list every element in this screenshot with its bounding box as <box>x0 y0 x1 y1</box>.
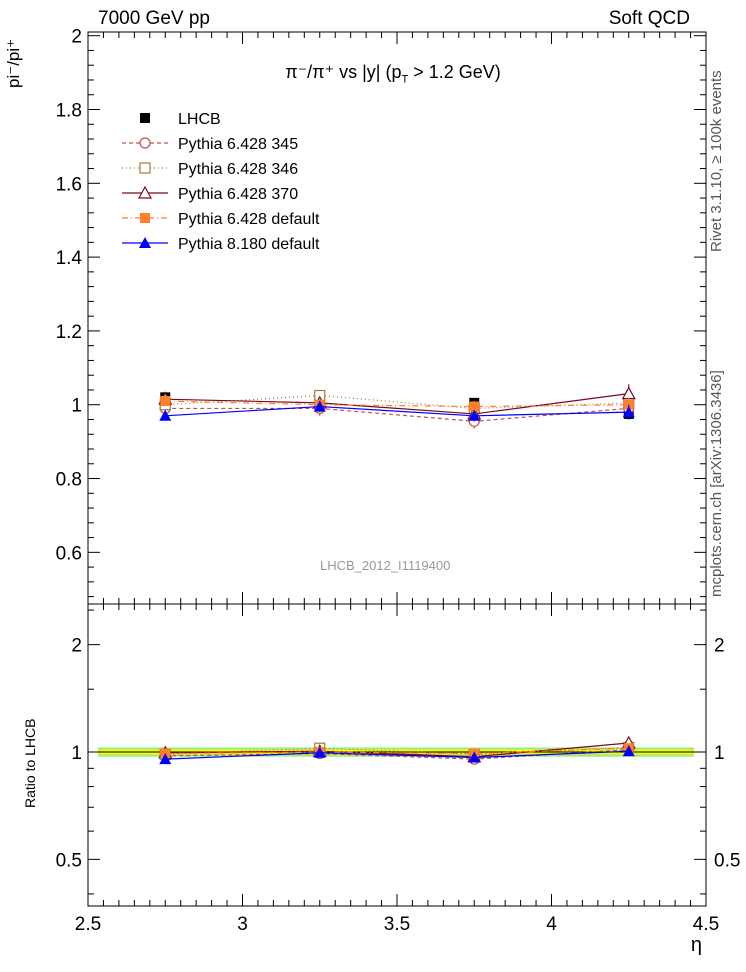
process-label: Soft QCD <box>608 8 690 29</box>
x-tick-label: 2.5 <box>75 914 101 935</box>
series-1 <box>159 401 635 429</box>
ratio-y-tick-label: 0.5 <box>56 850 82 871</box>
legend-item: Pythia 6.428 370 <box>122 185 298 203</box>
legend-item: Pythia 6.428 default <box>122 211 320 228</box>
series-5 <box>159 400 635 422</box>
data-point <box>621 386 636 400</box>
y-tick-label: 1.8 <box>56 100 82 121</box>
ratio-y-tick-label-right: 2 <box>714 636 725 657</box>
ratio-y-tick-label-right: 1 <box>714 743 725 764</box>
legend-marker <box>137 185 153 199</box>
y-tick-label: 0.8 <box>56 470 82 491</box>
series-line <box>165 407 629 422</box>
legend-marker <box>139 137 151 149</box>
x-tick-label: 3 <box>237 914 248 935</box>
data-point <box>469 401 480 412</box>
legend: LHCB Pythia 6.428 345 Pythia 6.428 346 Pyth… <box>122 111 320 253</box>
y-tick-label: 1.6 <box>56 174 82 195</box>
legend-marker <box>140 213 150 223</box>
legend-label: Pythia 6.428 default <box>178 211 320 228</box>
mcplots-reference-label: mcplots.cern.ch [arXiv:1306.3436] <box>708 370 725 597</box>
legend-marker <box>139 237 151 248</box>
series-4 <box>160 396 634 413</box>
title-subscript: T <box>401 73 409 86</box>
chart-title: π⁻/π⁺ vs |y| (pT > 1.2 GeV) <box>0 62 746 86</box>
series-line <box>165 394 629 410</box>
data-point <box>159 409 172 421</box>
y-tick-label: 2 <box>71 27 82 48</box>
y-tick-label: 1 <box>71 396 82 417</box>
legend-item: LHCB <box>140 111 221 128</box>
x-tick-label: 4 <box>546 914 557 935</box>
ratio-y-axis-label: Ratio to LHCB <box>22 718 38 808</box>
y-tick-label: 1.2 <box>56 322 82 343</box>
legend-label: Pythia 8.180 default <box>178 236 320 253</box>
ratio-series-line <box>165 750 629 760</box>
ratio-panel: 2.5 3 3.5 4 4.5 0.5 0.5 1 1 2 2 <box>56 603 740 935</box>
x-tick-label: 3.5 <box>384 914 410 935</box>
title-main: π⁻/π⁺ vs |y| (p <box>285 62 402 82</box>
legend-label: LHCB <box>178 111 221 128</box>
ratio-y-tick-label-right: 0.5 <box>714 850 740 871</box>
rivet-version-label: Rivet 3.1.10, ≥ 100k events <box>708 70 725 252</box>
series-line <box>165 405 629 417</box>
ratio-series-line <box>165 747 629 755</box>
ratio-y-tick-label: 2 <box>71 636 82 657</box>
ratio-series-line <box>165 742 629 758</box>
x-axis-label: η <box>690 934 702 956</box>
data-point <box>160 396 171 407</box>
ratio-data-point <box>159 753 172 765</box>
ratio-data-point <box>468 751 481 763</box>
analysis-id-label: LHCB_2012_I1119400 <box>320 558 451 573</box>
series-line <box>165 400 629 408</box>
data-point <box>468 409 481 421</box>
legend-label: Pythia 6.428 345 <box>178 136 298 153</box>
x-tick-label: 4.5 <box>693 914 719 935</box>
legend-marker <box>140 113 150 123</box>
y-tick-label: 1.4 <box>56 248 83 269</box>
legend-item: Pythia 6.428 346 <box>122 161 298 178</box>
ratio-series-4 <box>159 745 635 765</box>
energy-label: 7000 GeV pp <box>98 8 210 29</box>
ratio-y-tick-label: 1 <box>71 743 82 764</box>
legend-item: Pythia 6.428 345 <box>122 136 298 153</box>
legend-marker <box>139 162 151 174</box>
data-point <box>622 406 635 418</box>
ratio-data-point <box>622 745 635 757</box>
legend-item: Pythia 8.180 default <box>122 236 320 253</box>
legend-label: Pythia 6.428 346 <box>178 161 298 178</box>
main-panel: 0.6 0.8 1 1.2 1.4 1.6 1.8 2 LHCB Pythia 6.428 345… <box>56 27 707 605</box>
data-point <box>313 400 326 412</box>
ratio-data-point <box>313 746 326 758</box>
legend-label: Pythia 6.428 370 <box>178 186 298 203</box>
title-tail: > 1.2 GeV) <box>408 62 501 82</box>
y-tick-label: 0.6 <box>56 543 82 564</box>
series-line <box>165 393 629 415</box>
